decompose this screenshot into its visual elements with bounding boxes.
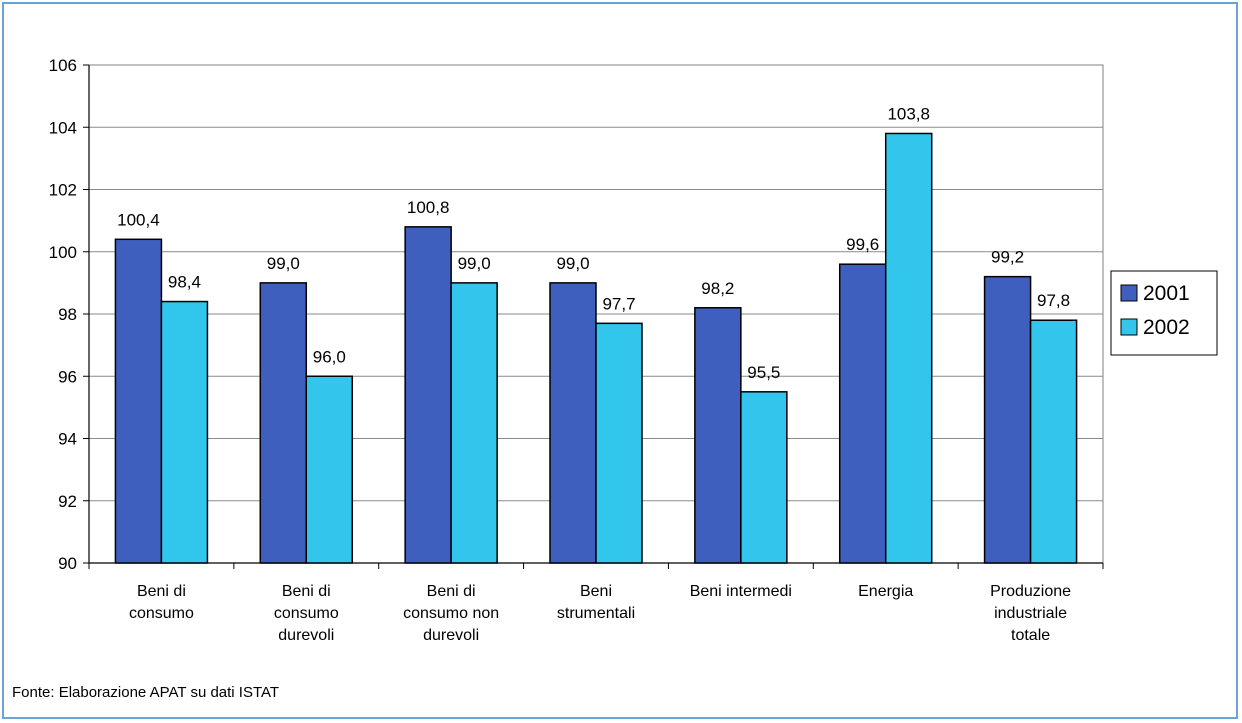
bar-2002 [884,132,933,564]
bar-2002 [1029,319,1078,564]
bar-2001 [114,238,163,564]
y-tick-label: 104 [49,118,77,137]
x-tick-label: Beni di [427,583,476,600]
bar-2002 [595,322,643,564]
data-label: 99,2 [991,248,1024,267]
x-tick-label: totale [1011,627,1050,644]
x-tick-label: Produzione [990,583,1071,600]
x-tick-label: consumo non [403,605,499,622]
legend-swatch [1120,318,1138,336]
x-tick-label: consumo [129,605,194,622]
data-label: 96,0 [313,347,346,366]
data-label: 99,6 [846,235,879,254]
data-label: 100,8 [407,198,450,217]
x-tick-label: Beni [580,583,612,600]
data-label: 99,0 [267,254,300,273]
y-tick-label: 98 [58,305,77,324]
y-tick-label: 96 [58,367,77,386]
legend-label: 2002 [1143,316,1190,339]
data-label: 100,4 [117,210,160,229]
bar-2001 [404,226,452,564]
bar-2001 [549,282,597,564]
x-tick-label: durevoli [423,627,479,644]
y-tick-label: 92 [58,492,77,511]
x-tick-label: Energia [858,583,913,600]
y-tick-label: 102 [49,181,77,200]
data-label: 98,4 [168,273,201,292]
x-tick-label: strumentali [557,605,635,622]
bar-2001 [694,307,742,564]
bar-2002 [160,300,209,564]
data-label: 99,0 [556,254,589,273]
data-label: 95,5 [747,363,780,382]
x-tick-label: Beni intermedi [690,583,792,600]
x-tick-label: consumo [274,605,339,622]
y-tick-label: 90 [58,554,77,573]
y-tick-label: 106 [49,56,77,75]
bar-2002 [305,375,354,564]
data-label: 99,0 [458,254,491,273]
source-note: Fonte: Elaborazione APAT su dati ISTAT [12,684,280,701]
bar-2001 [983,275,1032,564]
y-tick-label: 94 [58,430,77,449]
bar-2002 [450,282,498,564]
legend-label: 2001 [1143,282,1190,305]
data-label: 103,8 [887,104,930,123]
y-tick-label: 100 [49,243,77,262]
x-tick-label: Beni di [137,583,186,600]
bar-2001 [838,263,887,564]
x-tick-label: Beni di [282,583,331,600]
bar-2001 [259,282,308,564]
x-tick-label: industriale [994,605,1067,622]
data-label: 97,8 [1037,291,1070,310]
legend-swatch [1120,284,1138,302]
x-tick-label: durevoli [278,627,334,644]
data-label: 97,7 [602,294,635,313]
bar-2002 [740,391,788,564]
data-label: 98,2 [701,279,734,298]
